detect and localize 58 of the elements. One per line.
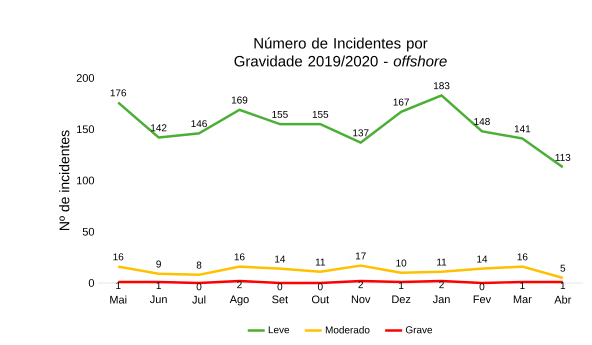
y-tick-label: 150 [77, 125, 94, 134]
y-tick-label: 50 [82, 228, 94, 236]
data-label: 11 [316, 258, 325, 266]
x-tick-label: Nov [352, 296, 370, 304]
data-label: 146 [192, 120, 207, 128]
data-label: 11 [437, 258, 446, 266]
x-tick-label: Ago [230, 296, 249, 306]
data-label: 0 [196, 283, 202, 290]
data-label: 167 [394, 98, 409, 106]
x-tick-label: Mai [110, 296, 126, 304]
data-label: 169 [232, 96, 248, 104]
data-label: 2 [358, 281, 363, 288]
data-label: 5 [560, 264, 566, 272]
data-label: 1 [560, 282, 566, 290]
chart-title: Número de Incidentes por Gravidade 2019/2020 - offshore [234, 37, 447, 66]
legend-label: Grave [406, 326, 432, 334]
data-label: 113 [556, 154, 570, 161]
data-label: 155 [272, 110, 288, 118]
data-label: 16 [113, 253, 124, 260]
data-label: 10 [396, 260, 406, 267]
x-tick-label: Out [312, 296, 330, 304]
data-label: 14 [477, 256, 488, 262]
data-label: 183 [434, 82, 450, 90]
x-tick-label: Jan [432, 296, 450, 304]
x-tick-label: Jul [192, 296, 206, 304]
data-label: 0 [278, 283, 282, 290]
data-label: 0 [480, 283, 484, 290]
data-label: 9 [156, 260, 161, 268]
legend-label: Moderado [326, 326, 370, 334]
data-label: 17 [356, 252, 366, 260]
x-tick-label: Set [272, 296, 288, 304]
data-label: 1 [156, 282, 161, 290]
y-axis-title: Nº de incidentes [59, 130, 70, 230]
data-label: 0 [318, 283, 323, 290]
x-tick-label: Fev [474, 296, 492, 304]
x-tick-label: Jun [150, 296, 167, 304]
x-tick-label: Dez [392, 296, 410, 304]
y-tick-label: 200 [76, 74, 94, 82]
data-label: 142 [151, 124, 166, 132]
data-label: 1 [520, 282, 525, 290]
data-label: 141 [514, 125, 530, 132]
data-label: 155 [312, 110, 328, 118]
legend-label: Leve [268, 326, 290, 334]
data-label: 1 [399, 282, 404, 290]
y-tick-label: 0 [88, 279, 94, 287]
data-label: 1 [116, 282, 120, 290]
data-label: 2 [237, 281, 242, 288]
data-label: 2 [439, 281, 444, 288]
data-label: 176 [110, 89, 126, 96]
x-tick-label: Abr [554, 296, 572, 304]
data-label: 8 [196, 262, 202, 269]
data-label: 148 [474, 118, 490, 126]
data-label: 16 [234, 253, 245, 260]
data-label: 137 [353, 129, 369, 136]
data-label: 14 [275, 256, 286, 262]
y-tick-label: 100 [77, 176, 94, 184]
data-label: 16 [518, 253, 528, 260]
x-tick-label: Mar [514, 296, 532, 304]
